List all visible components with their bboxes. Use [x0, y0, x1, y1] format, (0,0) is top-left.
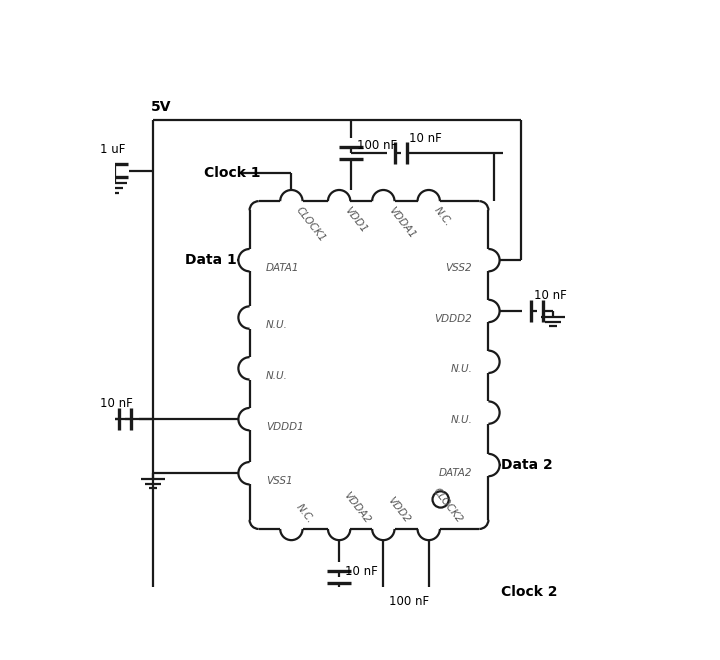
Text: 10 nF: 10 nF — [346, 565, 378, 578]
Text: VDD2: VDD2 — [386, 495, 412, 525]
Text: N.U.: N.U. — [266, 371, 288, 381]
Text: VDDA1: VDDA1 — [387, 205, 417, 240]
Text: 100 nF: 100 nF — [390, 595, 430, 608]
Text: N.C.: N.C. — [294, 502, 315, 525]
Text: Data 2: Data 2 — [501, 458, 553, 472]
Text: DATA2: DATA2 — [438, 467, 472, 478]
Text: VSS1: VSS1 — [266, 476, 292, 486]
Text: VDD1: VDD1 — [342, 205, 369, 235]
Text: N.U.: N.U. — [450, 364, 472, 374]
Text: 1 uF: 1 uF — [99, 143, 125, 156]
Text: Data 1: Data 1 — [185, 253, 237, 267]
Text: VDDA2: VDDA2 — [342, 490, 372, 525]
Text: 10 nF: 10 nF — [99, 397, 132, 410]
Text: VSS2: VSS2 — [446, 263, 472, 273]
Text: N.C.: N.C. — [432, 205, 453, 228]
Text: 10 nF: 10 nF — [534, 289, 567, 302]
Text: 5V: 5V — [151, 100, 171, 114]
Text: CLOCK2: CLOCK2 — [431, 486, 464, 525]
Text: N.U.: N.U. — [450, 415, 472, 425]
Text: DATA1: DATA1 — [266, 263, 300, 273]
Text: VDDD2: VDDD2 — [434, 314, 472, 323]
Text: Clock 1: Clock 1 — [204, 166, 261, 180]
Text: VDDD1: VDDD1 — [266, 422, 304, 432]
Text: 10 nF: 10 nF — [409, 132, 441, 145]
Text: CLOCK1: CLOCK1 — [294, 205, 328, 244]
Text: N.U.: N.U. — [266, 320, 288, 330]
Text: Clock 2: Clock 2 — [501, 585, 557, 599]
Text: 100 nF: 100 nF — [357, 139, 397, 152]
